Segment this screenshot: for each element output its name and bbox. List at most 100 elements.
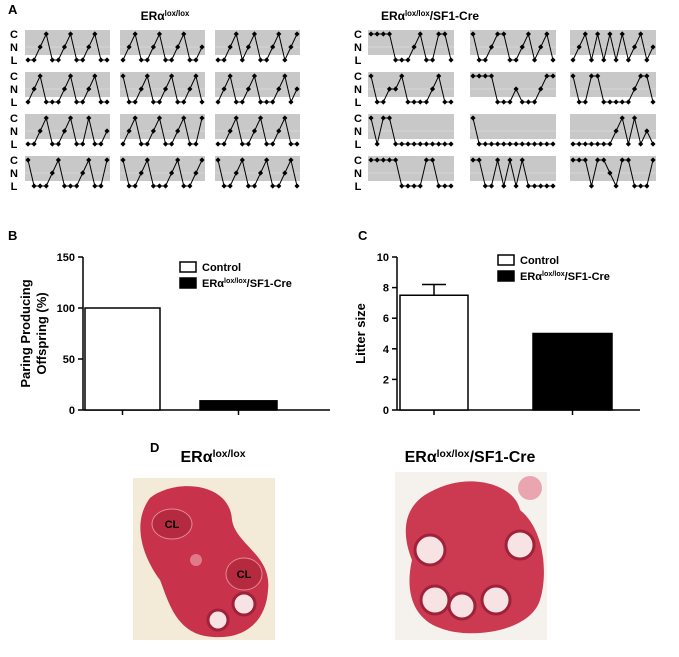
plot-band bbox=[470, 30, 556, 55]
cycle-point bbox=[550, 57, 556, 63]
cycle-point bbox=[607, 141, 613, 147]
cycle-point bbox=[380, 157, 386, 163]
panel-letter: D bbox=[150, 440, 159, 455]
cycle-line bbox=[28, 116, 108, 145]
text-part: Control bbox=[202, 262, 241, 274]
cycle-point bbox=[276, 183, 282, 189]
cycle-point bbox=[227, 128, 233, 134]
cycle-point bbox=[150, 44, 156, 50]
text-part: lox/lox bbox=[213, 449, 246, 460]
cycle-point bbox=[175, 157, 181, 163]
cycle-line bbox=[572, 32, 654, 62]
cycle-point bbox=[156, 99, 163, 105]
cycle-point bbox=[613, 57, 619, 63]
cycle-point bbox=[399, 73, 405, 79]
cycle-point bbox=[442, 141, 448, 147]
cycle-line bbox=[122, 32, 203, 61]
y-tick-label: L bbox=[355, 139, 362, 151]
cycle-point bbox=[74, 99, 80, 105]
cycle-point bbox=[215, 141, 221, 147]
cycle-line bbox=[218, 116, 297, 145]
cycle-point bbox=[495, 99, 501, 105]
y-tick-label: N bbox=[10, 42, 18, 54]
cycle-point bbox=[233, 99, 239, 105]
cycle-point bbox=[67, 73, 74, 79]
cycle-point bbox=[368, 157, 374, 163]
y-tick-label: 0 bbox=[69, 405, 75, 417]
text-part: Control bbox=[520, 255, 559, 267]
text-part: lox/lox bbox=[224, 277, 247, 285]
cycle-point bbox=[181, 31, 187, 37]
cycle-point bbox=[120, 141, 126, 147]
plot-band bbox=[120, 30, 205, 55]
cycle-point bbox=[288, 157, 294, 163]
cycle-point bbox=[282, 73, 288, 79]
cycle-point bbox=[282, 170, 288, 176]
y-tick-label: 2 bbox=[383, 374, 389, 386]
cycle-point bbox=[582, 141, 588, 147]
y-tick-label: N bbox=[354, 168, 362, 180]
cycle-point bbox=[448, 99, 454, 105]
y-tick-label: L bbox=[11, 181, 18, 193]
cycle-point bbox=[55, 157, 61, 163]
cycle-point bbox=[393, 57, 399, 63]
cycle-point bbox=[221, 141, 227, 147]
cycle-point bbox=[55, 141, 61, 147]
cycle-point bbox=[169, 73, 175, 79]
y-tick-label: C bbox=[10, 29, 18, 41]
bar bbox=[532, 332, 613, 411]
cycle-point bbox=[175, 44, 181, 50]
plot-band bbox=[120, 156, 205, 181]
cycle-point bbox=[436, 73, 442, 79]
cycle-point bbox=[576, 44, 582, 50]
cycle-point bbox=[607, 99, 613, 105]
cycle-line bbox=[472, 32, 554, 62]
cycle-point bbox=[132, 183, 138, 189]
y-tick-label: L bbox=[355, 181, 362, 193]
cycle-point bbox=[162, 86, 169, 92]
plot-band bbox=[120, 72, 205, 97]
cycle-point bbox=[288, 141, 294, 147]
cycle-point bbox=[156, 31, 163, 37]
cycle-point bbox=[519, 141, 525, 147]
cycle-point bbox=[374, 157, 380, 163]
cycle-point bbox=[638, 183, 644, 189]
cycle-line bbox=[217, 74, 298, 104]
cycle-point bbox=[495, 31, 501, 37]
cycle-point bbox=[120, 57, 126, 63]
image-title: ERαlox/lox bbox=[181, 449, 246, 467]
cycle-point bbox=[501, 31, 507, 37]
image-title: ERαlox/lox/SF1-Cre bbox=[405, 449, 536, 467]
cycle-point bbox=[386, 86, 393, 92]
plot-band bbox=[215, 156, 300, 181]
cycle-point bbox=[405, 183, 411, 189]
cycle-point bbox=[144, 141, 150, 147]
bar bbox=[84, 307, 161, 411]
cycle-point bbox=[380, 31, 386, 37]
cycle-point bbox=[476, 57, 482, 63]
cycle-point bbox=[507, 141, 513, 147]
cycle-point bbox=[501, 99, 507, 105]
cycle-point bbox=[49, 170, 55, 176]
cycle-point bbox=[588, 57, 595, 63]
y-tick-label: 50 bbox=[63, 354, 75, 366]
cycle-point bbox=[245, 86, 251, 92]
cycle-point bbox=[470, 31, 476, 37]
cycle-point bbox=[31, 141, 37, 147]
cycle-point bbox=[507, 157, 513, 163]
cycle-point bbox=[436, 31, 442, 37]
cycle-point bbox=[233, 31, 239, 37]
cycle-point bbox=[61, 44, 68, 50]
legend-label: ERαlox/lox/SF1-Cre bbox=[520, 270, 610, 283]
cycle-point bbox=[470, 115, 476, 121]
y-tick-label: 0 bbox=[383, 405, 389, 417]
cycle-point bbox=[595, 31, 601, 37]
cycle-point bbox=[525, 141, 531, 147]
cycle-point bbox=[221, 57, 227, 63]
cycle-point bbox=[215, 99, 221, 105]
cycle-point bbox=[199, 157, 205, 163]
cycle-point bbox=[37, 183, 43, 189]
text-part: lox/lox bbox=[437, 449, 470, 460]
cycle-point bbox=[507, 57, 513, 63]
cycle-point bbox=[576, 99, 582, 105]
